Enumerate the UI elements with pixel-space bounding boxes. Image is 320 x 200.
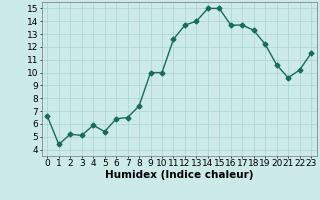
X-axis label: Humidex (Indice chaleur): Humidex (Indice chaleur) xyxy=(105,170,253,180)
